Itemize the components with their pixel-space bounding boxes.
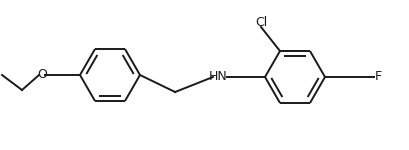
Text: O: O bbox=[37, 69, 47, 81]
Text: F: F bbox=[374, 70, 382, 84]
Text: Cl: Cl bbox=[255, 15, 267, 28]
Text: HN: HN bbox=[209, 70, 227, 84]
